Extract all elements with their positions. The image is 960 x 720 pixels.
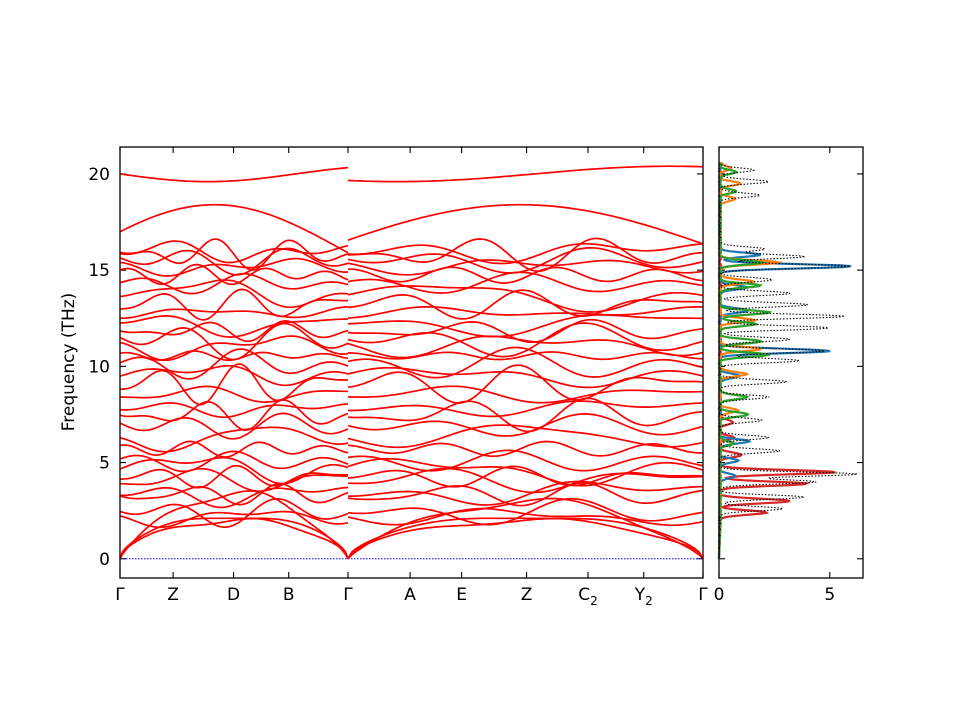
phonon-band-line xyxy=(119,456,349,485)
phonon-band-line xyxy=(347,449,704,472)
phonon-band-line xyxy=(347,424,704,449)
phonon-band-line xyxy=(119,335,349,362)
y-tick-label: 10 xyxy=(88,357,110,377)
phonon-band-line xyxy=(347,165,704,183)
phonon-band-line xyxy=(119,203,349,254)
phonon-band-line xyxy=(120,305,349,320)
x-tick-label: A xyxy=(404,585,416,605)
x-tick-label: Γ xyxy=(115,585,125,605)
phonon-band-line xyxy=(347,346,704,379)
phonon-band-line xyxy=(119,240,349,264)
band-plot-frame xyxy=(119,146,704,579)
phonon-band-line xyxy=(347,259,704,276)
phonon-band-line xyxy=(347,314,704,338)
x-tick-label: Γ xyxy=(698,585,708,605)
phonon-band-line xyxy=(119,348,349,380)
phonon-band-line xyxy=(347,271,704,294)
dos-x-tick-label: 0 xyxy=(714,585,725,605)
phonon-band-line xyxy=(347,440,704,458)
phonon-band-line xyxy=(347,465,704,488)
y-axis-title: Frequency (THz) xyxy=(59,293,79,432)
phonon-band-line xyxy=(347,366,704,389)
phonon-band-line xyxy=(119,490,349,560)
phonon-band-line xyxy=(347,385,704,404)
phonon-band-line xyxy=(119,440,349,458)
phonon-band-line xyxy=(119,426,349,453)
phonon-band-line xyxy=(119,364,349,387)
phonon-band-line xyxy=(347,397,704,433)
x-tick-label: Z xyxy=(521,585,533,605)
x-tick-label: C2 xyxy=(578,585,598,608)
phonon-band-line xyxy=(347,305,704,319)
phonon-band-line xyxy=(119,320,349,343)
phonon-band-line xyxy=(119,263,349,286)
phonon-band-line xyxy=(347,351,704,361)
phonon-band-line xyxy=(119,279,349,309)
phonon-band-line xyxy=(347,318,704,344)
x-tick-label: D xyxy=(227,585,240,605)
y-tick-label: 15 xyxy=(88,261,110,281)
phonon-band-line xyxy=(347,242,704,265)
phonon-band-line xyxy=(347,467,704,494)
band-structure-plot: 0 5 10 15 20 Γ Z D B Γ A E Z C2 Y2 Γ xyxy=(88,146,708,608)
x-tick-label: E xyxy=(456,585,467,605)
y-tick-label: 20 xyxy=(88,165,110,185)
dos-series-line xyxy=(718,162,858,559)
phonon-band-line xyxy=(347,480,703,506)
phonon-band-line xyxy=(119,247,349,276)
phonon-band-line xyxy=(120,486,349,509)
phonon-band-line xyxy=(119,257,349,277)
x-tick-label: Z xyxy=(167,585,179,605)
phonon-band-line xyxy=(347,203,704,245)
phonon-band-line xyxy=(119,412,349,440)
phonon-band-line xyxy=(119,363,348,406)
phonon-band-line xyxy=(347,247,704,274)
phonon-band-line xyxy=(119,315,349,338)
phonon-band-line xyxy=(119,166,349,183)
phonon-band-line xyxy=(347,507,704,527)
dos-x-tick-label: 5 xyxy=(824,585,835,605)
y-tick-label: 0 xyxy=(99,550,110,570)
phonon-band-line xyxy=(347,457,704,487)
phonon-band-line xyxy=(348,266,704,284)
x-tick-label: Y2 xyxy=(634,585,653,608)
phonon-band-line xyxy=(119,510,349,529)
phonon-band-line xyxy=(119,399,349,431)
phonon-band-line xyxy=(347,413,704,437)
phonon-bands xyxy=(119,165,704,560)
phonon-band-line xyxy=(347,497,704,526)
phonon-band-line xyxy=(347,517,704,560)
x-tick-label: Γ xyxy=(343,585,353,605)
phonon-band-line xyxy=(119,450,349,473)
phonon-band-line xyxy=(347,322,704,358)
x-tick-label: B xyxy=(283,585,295,605)
phonon-band-line xyxy=(119,464,348,489)
phonon-band-line xyxy=(119,402,349,419)
dos-plot-frame xyxy=(718,146,864,579)
phonon-band-line xyxy=(119,497,349,528)
phonon-band-line xyxy=(347,482,704,507)
phonon-band-line xyxy=(119,467,349,493)
phonon-band-line xyxy=(119,517,349,560)
phonon-band-line xyxy=(348,400,704,418)
phonon-band-line xyxy=(347,335,704,359)
y-tick-label: 5 xyxy=(99,454,110,474)
phonon-band-line xyxy=(120,385,349,403)
phonon-band-line xyxy=(347,364,704,404)
phonon-band-line xyxy=(119,482,349,506)
dos-curves xyxy=(717,161,858,559)
phonon-band-line xyxy=(119,322,349,361)
phonon-band-line xyxy=(347,237,704,273)
